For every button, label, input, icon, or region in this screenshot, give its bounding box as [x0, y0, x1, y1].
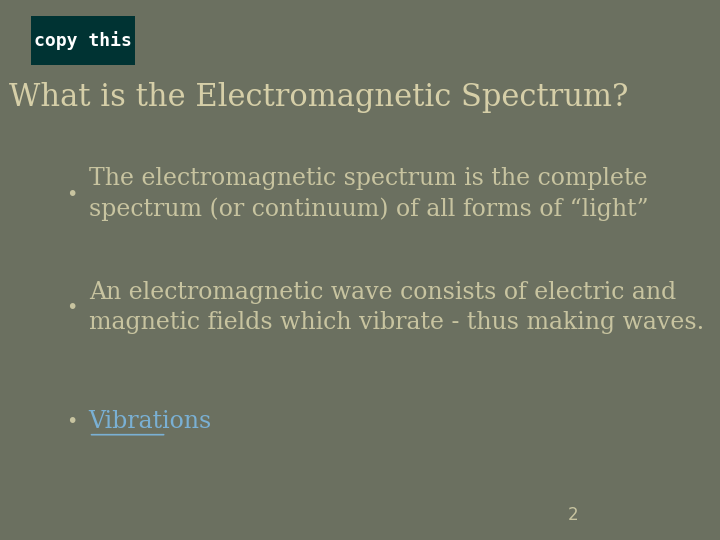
Text: Vibrations: Vibrations: [89, 410, 212, 433]
Text: •: •: [66, 185, 77, 204]
Text: 2: 2: [568, 506, 578, 524]
Text: •: •: [66, 411, 77, 431]
Text: What is the Electromagnetic Spectrum?: What is the Electromagnetic Spectrum?: [9, 82, 629, 113]
Text: The electromagnetic spectrum is the complete
spectrum (or continuum) of all form: The electromagnetic spectrum is the comp…: [89, 167, 648, 221]
FancyBboxPatch shape: [8, 0, 607, 540]
Text: copy this: copy this: [34, 31, 132, 50]
Text: •: •: [66, 298, 77, 318]
Text: An electromagnetic wave consists of electric and
magnetic fields which vibrate -: An electromagnetic wave consists of elec…: [89, 281, 704, 334]
FancyBboxPatch shape: [31, 16, 135, 65]
